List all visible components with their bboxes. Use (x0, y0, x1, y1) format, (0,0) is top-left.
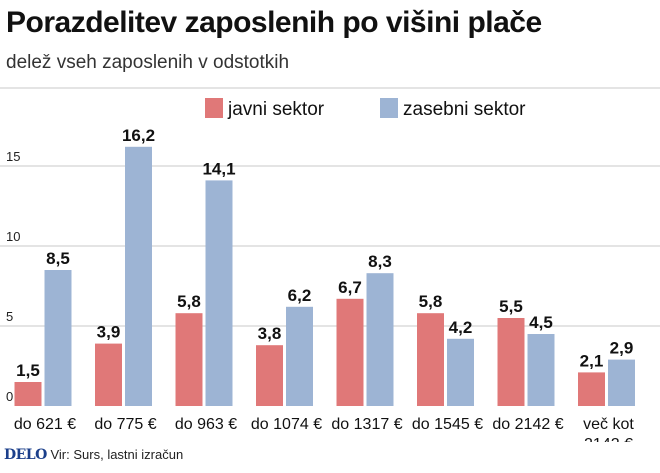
legend-javni-swatch (205, 98, 223, 118)
source-line: DELO Vir: Surs, lastni izračun (4, 447, 183, 463)
value-label-zasebni-1: 8,5 (46, 249, 70, 268)
value-label-zasebni-8: 2,9 (610, 339, 634, 358)
bar-zasebni-6 (447, 338, 474, 406)
x-tick-3: do 963 € (175, 416, 237, 433)
value-label-zasebni-5: 8,3 (368, 252, 392, 271)
bar-zasebni-4 (286, 306, 313, 406)
x-tick-2: do 775 € (94, 416, 156, 433)
delo-logo: DELO (4, 447, 47, 463)
legend-javni-label: javni sektor (227, 99, 325, 120)
bar-zasebni-2 (125, 146, 152, 407)
value-label-zasebni-3: 14,1 (202, 159, 235, 178)
value-label-javni-6: 5,8 (419, 292, 443, 311)
bar-javni-4 (256, 345, 283, 406)
legend-zasebni-swatch (380, 98, 398, 118)
value-label-javni-3: 5,8 (177, 292, 201, 311)
x-tick-8-line1: več kot (583, 416, 634, 433)
y-tick-10: 10 (6, 229, 20, 244)
value-label-javni-5: 6,7 (338, 278, 362, 297)
bar-zasebni-5 (366, 273, 394, 406)
y-tick-5: 5 (6, 309, 13, 324)
value-label-zasebni-2: 16,2 (122, 126, 155, 145)
value-label-javni-4: 3,8 (258, 324, 282, 343)
bar-javni-5 (336, 298, 364, 406)
bar-javni-1 (14, 382, 42, 406)
source-text: Vir: Surs, lastni izračun (50, 447, 184, 462)
bar-zasebni-3 (205, 180, 233, 406)
x-tick-4: do 1074 € (251, 416, 322, 433)
value-label-zasebni-4: 6,2 (288, 286, 312, 305)
value-label-javni-7: 5,5 (499, 297, 523, 316)
bar-javni-2 (95, 343, 122, 406)
value-label-javni-2: 3,9 (97, 323, 121, 342)
bar-zasebni-1 (44, 270, 72, 406)
bar-javni-3 (175, 313, 203, 406)
x-tick-7: do 2142 € (492, 416, 563, 433)
bar-zasebni-7 (527, 334, 555, 406)
y-tick-15: 15 (6, 149, 20, 164)
value-label-zasebni-6: 4,2 (449, 318, 473, 337)
x-tick-5: do 1317 € (331, 416, 402, 433)
bar-javni-8 (578, 372, 605, 406)
value-label-zasebni-7: 4,5 (529, 313, 553, 332)
x-tick-6: do 1545 € (412, 416, 483, 433)
value-label-javni-8: 2,1 (580, 351, 604, 370)
bar-chart: 0 5 10 15 javni sektor zasebni sektor 1,5 8,5 do… (0, 87, 660, 442)
bar-zasebni-8 (608, 359, 635, 406)
chart-title: Porazdelitev zaposlenih po višini plače (6, 6, 542, 39)
bar-javni-7 (497, 318, 525, 406)
legend-zasebni-label: zasebni sektor (403, 99, 526, 120)
x-tick-1: do 621 € (14, 416, 76, 433)
value-label-javni-1: 1,5 (16, 361, 40, 380)
x-tick-8-line2: 2142 € (584, 436, 633, 442)
y-tick-0: 0 (6, 389, 13, 404)
chart-subtitle: delež vseh zaposlenih v odstotkih (6, 52, 290, 73)
bar-javni-6 (417, 313, 444, 406)
